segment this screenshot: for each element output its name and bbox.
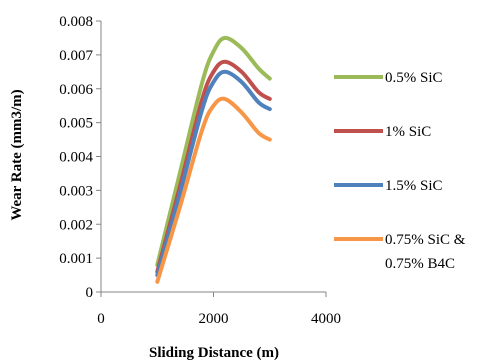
x-tick-label: 0	[97, 311, 105, 327]
y-tick-label: 0.008	[59, 14, 93, 30]
y-tick-label: 0.002	[59, 217, 93, 233]
legend-label: 0.75% SiC &	[385, 232, 466, 248]
legend-label: 1% SiC	[385, 124, 431, 140]
y-axis-ticks: 0 0.001 0.002 0.003 0.004 0.005 0.006 0.007 0.00…	[59, 14, 101, 301]
y-tick-label: 0.004	[59, 150, 93, 166]
y-tick-label: 0.001	[59, 251, 93, 267]
legend-label: 0.75% B4C	[385, 256, 455, 272]
series-line	[155, 96, 272, 284]
x-tick-label: 2000	[199, 311, 229, 327]
y-axis-title: Wear Rate (mm3/m)	[9, 89, 25, 220]
y-tick-label: 0.007	[59, 48, 93, 64]
x-axis-ticks: 0 2000 4000	[97, 292, 341, 327]
y-tick-label: 0	[86, 285, 94, 301]
series-line	[155, 69, 272, 278]
series-line	[155, 35, 272, 267]
legend-label: 1.5% SiC	[385, 178, 443, 194]
y-tick-label: 0.006	[59, 82, 93, 98]
y-tick-label: 0.005	[59, 116, 93, 132]
x-axis-title: Sliding Distance (m)	[149, 345, 279, 361]
x-tick-label: 4000	[311, 311, 341, 327]
plot-area	[100, 21, 326, 293]
legend-label: 0.5% SiC	[385, 70, 443, 86]
y-tick-label: 0.003	[59, 183, 93, 199]
series-lines	[155, 35, 272, 284]
legend: 0.5% SiC 1% SiC 1.5% SiC 0.75% SiC & 0.75% B…	[334, 70, 466, 272]
